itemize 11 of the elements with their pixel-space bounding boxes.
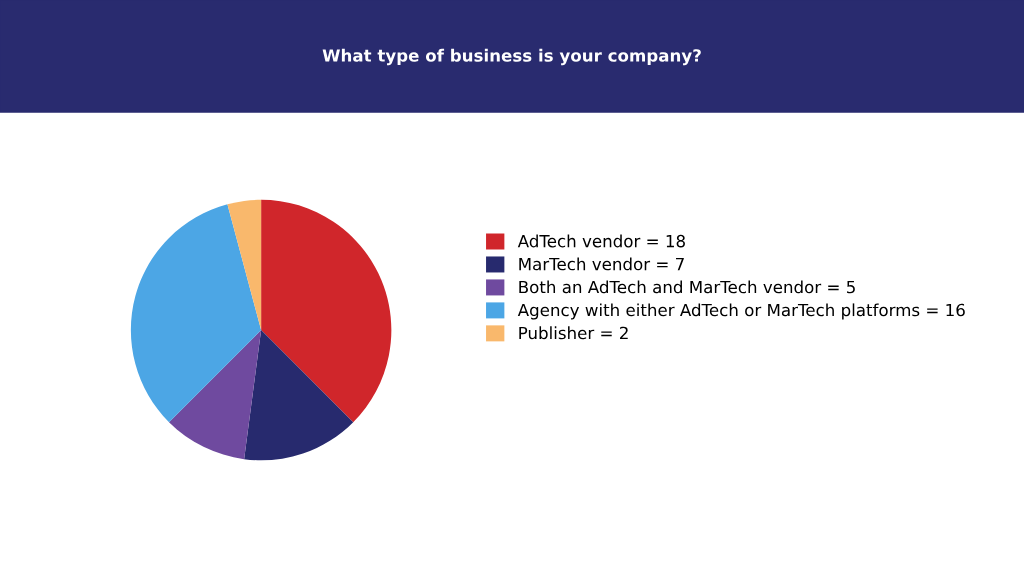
legend-label: AdTech vendor = 18 [517,234,685,248]
pie-slice [261,199,392,423]
legend-label: Agency with either AdTech or MarTech platforms = 16 [517,303,965,320]
pie-slice [244,330,354,461]
chart-title: What type of business is your company? [322,48,701,66]
legend-label: MarTech vendor = 7 [519,257,684,271]
legend-label: Both an AdTech and MarTech vendor = 5 [519,280,855,294]
pie-slice [169,330,262,460]
legend-label: Publisher = 2 [519,326,628,340]
pie-slice [227,199,262,331]
pie-slice [130,204,262,423]
